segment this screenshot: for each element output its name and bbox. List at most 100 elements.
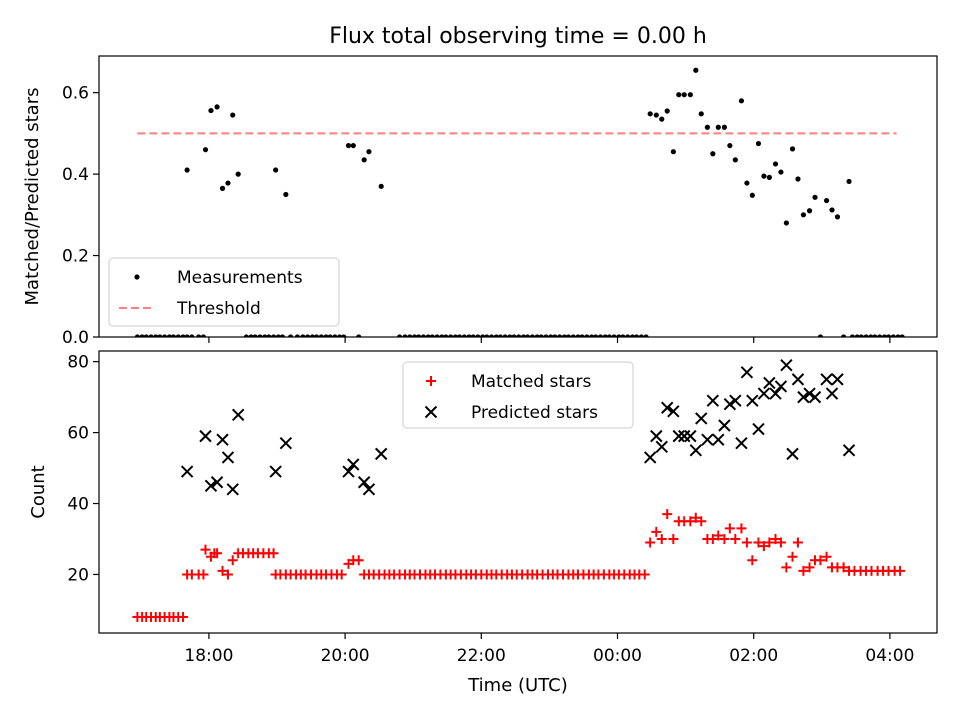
data-point [217,565,228,576]
data-point [715,124,721,130]
data-point [749,192,755,198]
data-point [817,334,824,337]
data-point [184,334,190,337]
data-point [475,334,481,337]
data-point [411,334,418,337]
data-point [157,334,163,337]
x-axis-label: Time (UTC) [467,675,568,696]
data-point [781,562,792,573]
data-point [704,124,710,130]
data-point [798,565,809,576]
data-point [655,440,668,453]
data-point [288,334,294,337]
data-point [890,334,896,337]
data-point [439,334,445,337]
data-point [407,334,413,337]
y-tick-label: 80 [67,353,89,373]
data-point [800,212,807,218]
data-point [840,334,847,337]
data-point [268,548,279,559]
data-point [789,146,796,152]
data-point [775,537,786,548]
series-predicted-stars [180,358,856,496]
data-point [216,433,229,446]
plot-area [134,67,905,337]
data-point [425,334,431,337]
data-point [667,405,680,418]
data-point [270,334,277,337]
data-point [210,476,224,489]
data-point [770,534,781,544]
series-measurements [134,67,905,337]
data-point [719,534,730,544]
data-point [353,555,364,566]
data-point [721,124,728,130]
data-point [602,334,608,337]
data-point [227,555,238,566]
data-point [525,334,531,337]
data-point [693,67,699,73]
data-point [448,334,454,337]
data-point [456,334,463,337]
data-point [402,334,408,337]
data-point [180,334,186,337]
data-point [689,444,703,457]
data-point [139,334,145,337]
data-point [153,334,159,337]
data-point [606,334,612,337]
data-point [804,562,815,573]
data-point [625,334,631,337]
data-point [738,98,745,104]
data-point [755,140,762,147]
data-point [787,551,798,562]
data-point [480,334,486,337]
data-point [589,334,595,337]
data-point [885,334,892,337]
y-tick-label: 0.2 [62,247,89,267]
data-point [685,516,696,527]
data-point [493,334,499,337]
data-point [780,358,793,372]
data-point [434,334,440,337]
data-point [134,334,140,337]
plot-area [132,358,906,623]
data-point [698,111,704,117]
x-tick-label: 18:00 [184,646,233,666]
data-point [831,373,844,386]
data-point [638,334,644,337]
axes-frame [98,55,938,338]
x-tick-label: 02:00 [729,646,778,666]
data-point [235,171,241,177]
data-point [740,366,754,379]
data-point [764,537,775,548]
data-point [283,191,289,198]
data-point [899,334,905,337]
data-point [170,334,177,337]
data-point [212,548,223,559]
data-point [593,334,599,337]
data-point [736,523,747,534]
data-point [231,408,245,422]
data-point [653,112,659,118]
data-point [812,194,818,200]
y-tick-label: 60 [67,424,89,444]
data-point [143,334,149,337]
legend-box [402,361,634,429]
data-point [166,334,173,337]
data-point [262,334,268,337]
y-tick-label: 20 [67,565,89,585]
data-point [778,169,784,175]
data-point [516,334,522,337]
data-point [420,334,427,337]
data-point [222,569,233,580]
data-point [452,334,459,337]
data-point [180,465,194,478]
data-point [758,541,769,552]
data-point [221,451,235,464]
data-point [791,373,805,386]
data-point [557,334,563,337]
data-point [318,334,324,337]
data-point [895,334,901,337]
data-point [570,334,576,337]
data-point [684,429,697,443]
